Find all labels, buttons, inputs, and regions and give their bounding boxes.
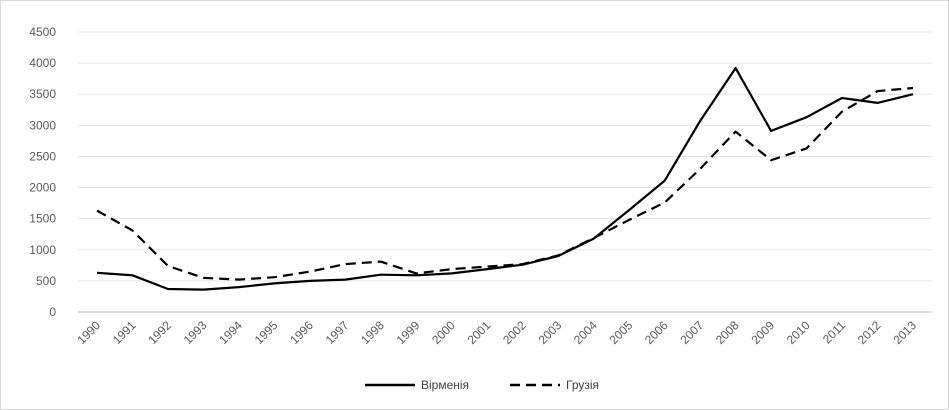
x-tick-label: 2002 (500, 318, 529, 347)
x-tick-label: 1992 (145, 318, 174, 347)
x-tick-label: 2010 (784, 318, 813, 347)
x-tick-label: 1998 (358, 318, 387, 347)
x-tick-label: 2013 (890, 318, 919, 347)
x-tick-label: 2012 (855, 318, 884, 347)
y-tick-label: 4000 (29, 56, 56, 70)
x-tick-label: 2004 (571, 318, 600, 347)
series-line-0 (96, 66, 914, 291)
x-tick-label: 1993 (181, 318, 210, 347)
y-tick-label: 3000 (29, 118, 56, 132)
x-tick-label: 1990 (74, 318, 103, 347)
series-line-1 (96, 86, 914, 281)
x-tick-label: 2009 (748, 318, 777, 347)
gridlines (78, 31, 932, 282)
legend-label: Вірменія (421, 378, 469, 392)
x-axis-tick-labels: 1990 1991 1992 1993 1994 1995 1996 1997 1998 1999… (74, 318, 919, 347)
x-tick-label: 2003 (536, 318, 565, 347)
y-tick-label: 2500 (29, 149, 56, 163)
legend: Вірменія Грузія (365, 378, 599, 392)
y-tick-label: 500 (36, 274, 56, 288)
series-lines (96, 66, 914, 291)
x-tick-label: 1996 (287, 318, 316, 347)
y-tick-label: 3500 (29, 87, 56, 101)
x-tick-label: 2007 (677, 318, 706, 347)
x-tick-label: 1997 (323, 318, 352, 347)
y-axis-tick-labels: 0 500 1000 1500 2000 2500 3000 3500 4000 4500 (29, 25, 56, 319)
y-tick-label: 4500 (29, 25, 56, 39)
y-tick-label: 1500 (29, 212, 56, 226)
y-tick-label: 0 (49, 305, 56, 319)
x-tick-label: 1995 (252, 318, 281, 347)
x-tick-label: 1999 (394, 318, 423, 347)
x-tick-label: 2006 (642, 318, 671, 347)
x-tick-label: 2008 (713, 318, 742, 347)
x-tick-label: 1991 (110, 318, 139, 347)
x-tick-label: 2000 (429, 318, 458, 347)
y-tick-label: 2000 (29, 181, 56, 195)
legend-label: Грузія (566, 378, 599, 392)
x-tick-label: 1994 (216, 318, 245, 347)
y-tick-label: 1000 (29, 243, 56, 257)
x-tick-label: 2011 (820, 318, 848, 346)
x-tick-label: 2005 (607, 318, 636, 347)
x-tick-label: 2001 (465, 318, 494, 347)
